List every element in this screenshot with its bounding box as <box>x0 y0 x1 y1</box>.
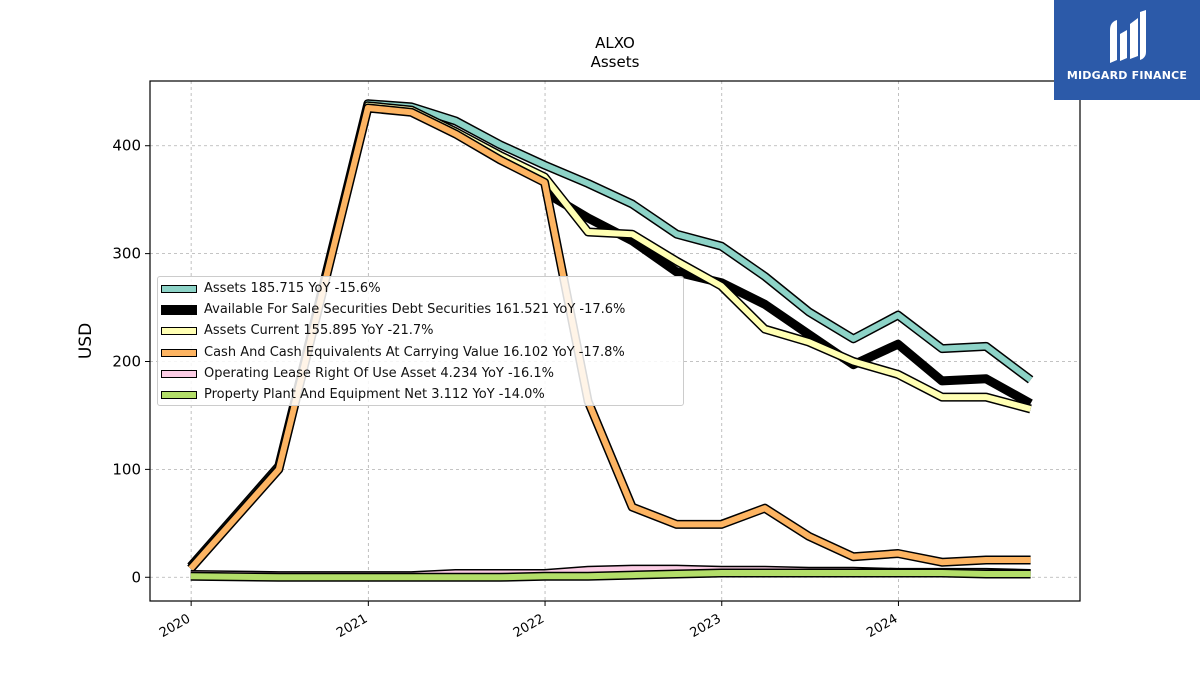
legend-item: Assets Current 155.895 YoY -21.7% <box>158 321 683 341</box>
legend-item: Cash And Cash Equivalents At Carrying Va… <box>158 343 683 363</box>
y-axis: 0 100 200 300 400 <box>112 137 150 586</box>
legend-label: Assets Current 155.895 YoY -21.7% <box>204 323 434 339</box>
legend-item: Operating Lease Right Of Use Asset 4.234… <box>158 364 683 384</box>
y-tick-label: 200 <box>112 352 141 370</box>
x-tick-label: 2022 <box>511 611 547 641</box>
x-tick-label: 2024 <box>864 611 900 641</box>
x-axis: 2020 2021 2022 2023 2024 <box>157 601 900 641</box>
legend-label: Cash And Cash Equivalents At Carrying Va… <box>204 344 625 360</box>
x-tick-label: 2020 <box>157 611 193 641</box>
series-line-property-plant-and-equipment-net <box>190 570 1031 581</box>
legend-label: Available For Sale Securities Debt Secur… <box>204 302 626 318</box>
legend-item: Assets 185.715 YoY -15.6% <box>158 279 683 299</box>
legend-swatch <box>161 305 197 316</box>
legend-label: Property Plant And Equipment Net 3.112 Y… <box>204 387 545 402</box>
legend: Assets 185.715 YoY -15.6% Available For S… <box>157 276 684 406</box>
series-line-cash-and-cash-equivalents-at-carrying-value <box>188 105 1031 571</box>
chart-title: ALXO <box>595 34 635 52</box>
y-tick-label: 100 <box>112 460 141 478</box>
legend-swatch <box>161 327 197 336</box>
legend-swatch <box>161 285 197 293</box>
series-layer <box>187 99 1034 582</box>
y-axis-label: USD <box>76 323 96 359</box>
midgard-logo-icon <box>1110 10 1146 63</box>
legend-item: Available For Sale Securities Debt Secur… <box>158 300 683 320</box>
y-tick-label: 0 <box>131 568 141 586</box>
legend-label: Operating Lease Right Of Use Asset 4.234… <box>204 365 554 381</box>
y-tick-label: 400 <box>112 137 141 155</box>
y-tick-label: 300 <box>112 245 141 263</box>
brand-name: MIDGARD FINANCE <box>1066 69 1188 82</box>
legend-label: Assets 185.715 YoY -15.6% <box>204 281 381 296</box>
brand-logo: MIDGARD FINANCE <box>1054 0 1200 100</box>
legend-swatch <box>161 369 197 378</box>
chart-subtitle: Assets <box>591 53 640 71</box>
plot-frame <box>149 80 1081 602</box>
x-tick-label: 2023 <box>688 611 724 641</box>
x-tick-label: 2021 <box>334 611 370 641</box>
axes <box>149 80 1081 602</box>
legend-swatch <box>161 348 197 357</box>
legend-item: Property Plant And Equipment Net 3.112 Y… <box>158 385 683 405</box>
legend-swatch <box>161 391 197 399</box>
